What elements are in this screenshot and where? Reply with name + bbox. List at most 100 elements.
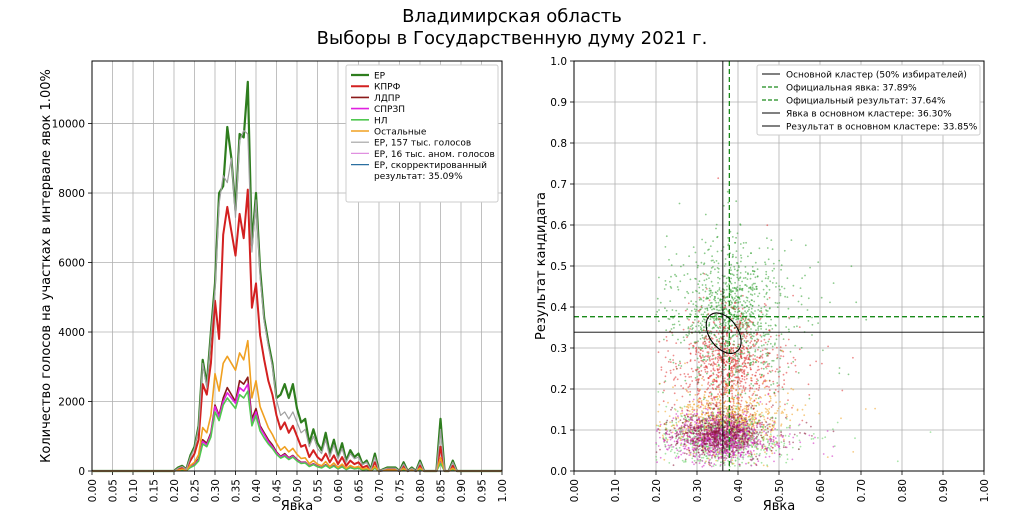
scatter-point bbox=[769, 335, 772, 338]
scatter-point bbox=[760, 335, 763, 338]
scatter-point bbox=[739, 455, 742, 458]
scatter-point bbox=[733, 383, 735, 385]
scatter-point bbox=[664, 439, 666, 442]
scatter-point bbox=[709, 318, 712, 320]
scatter-point bbox=[744, 271, 747, 273]
scatter-point bbox=[750, 464, 753, 467]
scatter-point bbox=[712, 367, 715, 370]
scatter-point bbox=[739, 452, 741, 454]
scatter-point bbox=[725, 333, 728, 336]
scatter-point bbox=[738, 364, 741, 367]
scatter-point bbox=[716, 349, 718, 352]
scatter-point bbox=[737, 345, 739, 348]
scatter-point bbox=[789, 419, 792, 422]
scatter-point bbox=[705, 360, 707, 363]
scatter-point bbox=[778, 446, 780, 448]
x-tick-label: 0.50 bbox=[774, 479, 786, 502]
scatter-point bbox=[690, 375, 692, 378]
scatter-point bbox=[730, 418, 732, 421]
scatter-point bbox=[765, 291, 768, 294]
scatter-point bbox=[770, 431, 772, 433]
scatter-point bbox=[695, 341, 698, 344]
scatter-point bbox=[831, 455, 834, 457]
scatter-point bbox=[704, 213, 707, 216]
scatter-point bbox=[724, 382, 727, 385]
scatter-point bbox=[737, 393, 739, 396]
scatter-point bbox=[699, 322, 702, 325]
scatter-point bbox=[717, 418, 720, 421]
scatter-point bbox=[770, 435, 773, 437]
scatter-point bbox=[702, 375, 704, 378]
scatter-point bbox=[673, 377, 676, 380]
scatter-point bbox=[688, 410, 691, 412]
scatter-point bbox=[719, 441, 722, 443]
scatter-point bbox=[754, 317, 757, 319]
scatter-point bbox=[766, 423, 769, 426]
scatter-point bbox=[739, 349, 742, 352]
scatter-point bbox=[723, 361, 725, 364]
scatter-point bbox=[661, 434, 664, 437]
scatter-point bbox=[752, 361, 755, 364]
scatter-point bbox=[751, 394, 754, 396]
scatter-point bbox=[717, 276, 719, 279]
scatter-point bbox=[724, 258, 727, 260]
scatter-point bbox=[735, 236, 737, 239]
scatter-point bbox=[738, 465, 741, 468]
scatter-point bbox=[730, 282, 733, 285]
scatter-point bbox=[762, 381, 765, 384]
legend-label: ЛДПР bbox=[374, 94, 401, 104]
scatter-point bbox=[760, 311, 763, 314]
scatter-point bbox=[727, 410, 729, 413]
scatter-point bbox=[723, 355, 726, 358]
scatter-point bbox=[682, 452, 684, 454]
scatter-point bbox=[746, 412, 748, 415]
scatter-point bbox=[749, 399, 752, 401]
scatter-point bbox=[704, 371, 707, 373]
y-tick-label: 0.7 bbox=[550, 179, 567, 191]
scatter-point bbox=[735, 330, 738, 332]
scatter-point bbox=[672, 354, 675, 357]
legend-label: ЕР, скорректированный bbox=[374, 161, 487, 171]
scatter-point bbox=[731, 315, 734, 318]
scatter-point bbox=[723, 265, 726, 267]
scatter-point bbox=[734, 394, 737, 397]
scatter-point bbox=[704, 241, 707, 244]
scatter-point bbox=[776, 346, 778, 349]
scatter-point bbox=[699, 431, 701, 434]
scatter-point bbox=[669, 369, 672, 372]
scatter-point bbox=[729, 363, 732, 365]
scatter-point bbox=[740, 417, 743, 420]
scatter-point bbox=[694, 319, 696, 321]
scatter-point bbox=[724, 459, 727, 461]
scatter-point bbox=[714, 346, 716, 349]
scatter-point bbox=[792, 284, 795, 287]
scatter-point bbox=[929, 431, 932, 433]
scatter-point bbox=[723, 393, 725, 396]
scatter-point bbox=[690, 367, 693, 370]
scatter-point bbox=[743, 441, 745, 444]
scatter-point bbox=[737, 362, 739, 364]
scatter-point bbox=[782, 411, 784, 414]
scatter-point bbox=[719, 375, 722, 378]
scatter-point bbox=[764, 394, 767, 397]
scatter-point bbox=[665, 235, 668, 238]
scatter-point bbox=[797, 372, 800, 374]
x-tick-label: 0.95 bbox=[477, 479, 489, 502]
scatter-point bbox=[768, 386, 770, 388]
scatter-point bbox=[704, 347, 707, 350]
scatter-point bbox=[694, 353, 697, 356]
scatter-point bbox=[705, 445, 708, 448]
scatter-point bbox=[691, 321, 694, 324]
scatter-point bbox=[773, 277, 775, 279]
scatter-point bbox=[714, 349, 717, 352]
scatter-point bbox=[735, 250, 738, 253]
scatter-point bbox=[736, 398, 739, 401]
scatter-point bbox=[766, 224, 769, 227]
scatter-point bbox=[713, 397, 716, 400]
scatter-point bbox=[741, 368, 744, 371]
scatter-point bbox=[772, 438, 775, 441]
scatter-point bbox=[677, 417, 680, 419]
scatter-point bbox=[705, 278, 708, 281]
scatter-point bbox=[737, 407, 740, 409]
scatter-point bbox=[706, 418, 709, 420]
